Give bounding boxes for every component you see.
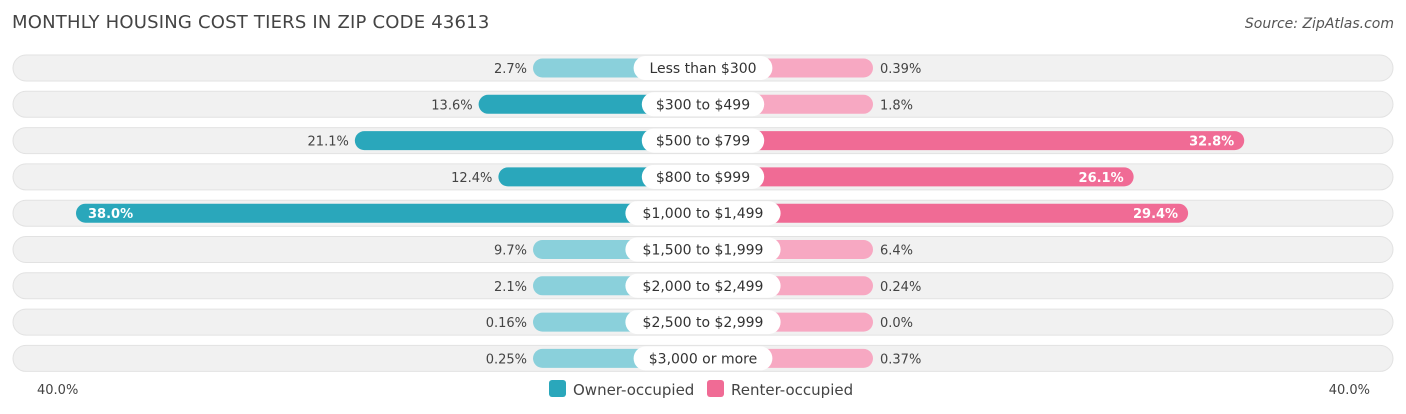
- chart-title: MONTHLY HOUSING COST TIERS IN ZIP CODE 4…: [12, 12, 490, 33]
- category-label-background: [641, 128, 765, 153]
- chart-row: 0.25% 0.37% $3,000 or more: [12, 344, 1394, 372]
- value-label-renter-occupied: 1.8%: [880, 98, 913, 113]
- chart-row: 21.1% 32.8% $500 to $799: [12, 127, 1394, 155]
- value-label-owner-occupied: 2.7%: [494, 62, 527, 77]
- category-label-background: [641, 164, 765, 189]
- value-label-renter-occupied: 0.24%: [880, 280, 921, 295]
- category-label-background: [625, 237, 781, 262]
- category-label-background: [625, 201, 781, 226]
- value-label-renter-occupied: 0.37%: [880, 352, 921, 367]
- category-label: $3,000 or more: [649, 351, 757, 367]
- chart-row: 12.4% 26.1% $800 to $999: [12, 163, 1394, 191]
- category-label-background: [641, 92, 765, 117]
- value-label-renter-occupied: 26.1%: [1079, 171, 1124, 186]
- chart-source: Source: ZipAtlas.com: [1244, 16, 1394, 32]
- value-label-renter-occupied: 6.4%: [880, 244, 913, 259]
- value-label-owner-occupied: 21.1%: [308, 135, 349, 150]
- legend-label-owner-occupied: Owner-occupied: [573, 381, 694, 399]
- value-label-owner-occupied: 9.7%: [494, 244, 527, 259]
- chart-row: 0.16% 0.0% $2,500 to $2,999: [12, 308, 1394, 336]
- value-label-owner-occupied: 13.6%: [431, 98, 472, 113]
- legend-swatch-owner-occupied: [549, 380, 566, 397]
- category-label: $1,000 to $1,499: [643, 206, 764, 222]
- category-label: $800 to $999: [656, 170, 750, 186]
- legend-swatch-renter-occupied: [707, 380, 724, 397]
- category-label-background: [633, 56, 773, 80]
- chart-row: 38.0% 29.4% $1,000 to $1,499: [12, 199, 1394, 227]
- chart-row: 13.6% 1.8% $300 to $499: [12, 90, 1394, 118]
- bar-owner-occupied: [354, 131, 703, 151]
- value-label-renter-occupied: 0.0%: [880, 316, 913, 331]
- axis-right-label: 40.0%: [1329, 383, 1370, 398]
- category-label: $2,000 to $2,499: [643, 279, 764, 295]
- value-label-renter-occupied: 29.4%: [1133, 207, 1178, 222]
- value-label-renter-occupied: 32.8%: [1189, 135, 1234, 150]
- axis-left-label: 40.0%: [37, 383, 78, 398]
- value-label-owner-occupied: 2.1%: [494, 280, 527, 295]
- value-label-owner-occupied: 0.25%: [486, 352, 527, 367]
- value-label-owner-occupied: 38.0%: [88, 207, 133, 222]
- legend: Owner-occupied Renter-occupied: [549, 380, 853, 399]
- chart-row: 2.1% 0.24% $2,000 to $2,499: [12, 272, 1394, 300]
- category-label: $2,500 to $2,999: [643, 315, 764, 331]
- value-label-renter-occupied: 0.39%: [880, 62, 921, 77]
- category-label: $1,500 to $1,999: [643, 243, 764, 259]
- bar-renter-occupied: [703, 167, 1134, 187]
- value-label-owner-occupied: 0.16%: [486, 316, 527, 331]
- category-label: $500 to $799: [656, 134, 750, 150]
- chart-row: 2.7% 0.39% Less than $300: [12, 54, 1394, 82]
- chart-row: 9.7% 6.4% $1,500 to $1,999: [12, 236, 1394, 263]
- bar-renter-occupied: [703, 131, 1245, 151]
- bar-renter-occupied: [703, 203, 1189, 223]
- legend-label-renter-occupied: Renter-occupied: [731, 381, 853, 399]
- category-label-background: [633, 346, 773, 371]
- value-label-owner-occupied: 12.4%: [451, 171, 492, 186]
- category-label: Less than $300: [649, 61, 756, 77]
- bar-owner-occupied: [76, 203, 703, 223]
- category-label-background: [625, 273, 781, 298]
- category-label-background: [625, 310, 781, 335]
- category-label: $300 to $499: [656, 97, 750, 113]
